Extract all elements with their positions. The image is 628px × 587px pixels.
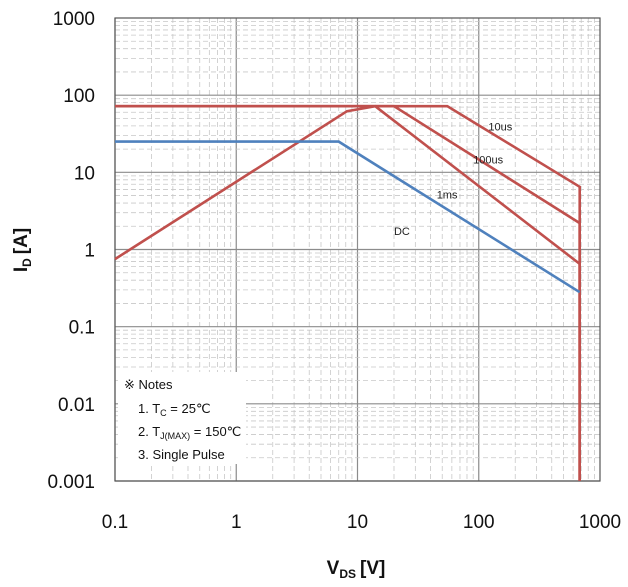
series-line-1ms: [114, 104, 582, 481]
series-label-100us: 100us: [473, 155, 503, 167]
series-label-10us: 10us: [488, 121, 512, 133]
y-tick-label: 0.1: [69, 318, 95, 339]
y-tick-label: 1000: [53, 9, 95, 30]
series-label-1ms: 1ms: [437, 189, 458, 201]
notes-line-3: 3. Single Pulse: [138, 447, 225, 462]
series-label-dc: DC: [394, 226, 410, 238]
notes-line-2-sub: J(MAX): [160, 431, 190, 441]
x-axis-title: VDS [V]: [327, 558, 386, 581]
y-axis-title: ID [A]: [11, 228, 34, 272]
y-axis-title-main: I: [11, 267, 32, 272]
x-axis-title-main: V: [327, 558, 340, 579]
notes-line-1-suffix: = 25℃: [167, 401, 211, 416]
notes-line-1: 1. TC = 25℃: [138, 401, 211, 418]
notes-line-1-sub: C: [160, 408, 167, 418]
notes-line-2-suffix: = 150℃: [190, 424, 241, 439]
x-tick-label: 10: [347, 512, 368, 533]
notes-line-2: 2. TJ(MAX) = 150℃: [138, 424, 241, 441]
x-tick-label: 100: [463, 512, 495, 533]
x-axis-title-unit: [V]: [360, 558, 385, 579]
y-tick-label: 0.001: [47, 472, 95, 493]
x-tick-label: 0.1: [102, 512, 128, 533]
series-layer: [114, 104, 582, 481]
notes-box: ※ Notes 1. TC = 25℃ 2. TJ(MAX) = 150℃ 3.…: [118, 372, 246, 464]
x-tick-label: 1: [231, 512, 242, 533]
notes-header: ※ Notes: [124, 377, 173, 392]
notes-background: [118, 372, 246, 464]
notes-line-1-prefix: 1. T: [138, 401, 160, 416]
y-tick-label: 100: [63, 86, 95, 107]
series-label-layer: 10us 100us 1ms DC: [394, 121, 513, 237]
y-tick-label: 10: [74, 163, 95, 184]
x-tick-label: 1000: [579, 512, 621, 533]
y-axis-title-unit: [A]: [11, 228, 32, 254]
x-axis-ticks: 0.1 1 10 100 1000: [102, 512, 621, 533]
x-axis-title-sub: DS: [339, 567, 356, 581]
y-tick-label: 1: [84, 241, 95, 262]
y-axis-ticks: 1000 100 10 1 0.1 0.01 0.001: [47, 9, 95, 493]
y-axis-title-sub: D: [20, 258, 34, 267]
series-line-dc: [115, 140, 581, 294]
plot-area-border: [114, 17, 601, 482]
y-tick-label: 0.01: [58, 395, 95, 416]
notes-line-2-prefix: 2. T: [138, 424, 160, 439]
